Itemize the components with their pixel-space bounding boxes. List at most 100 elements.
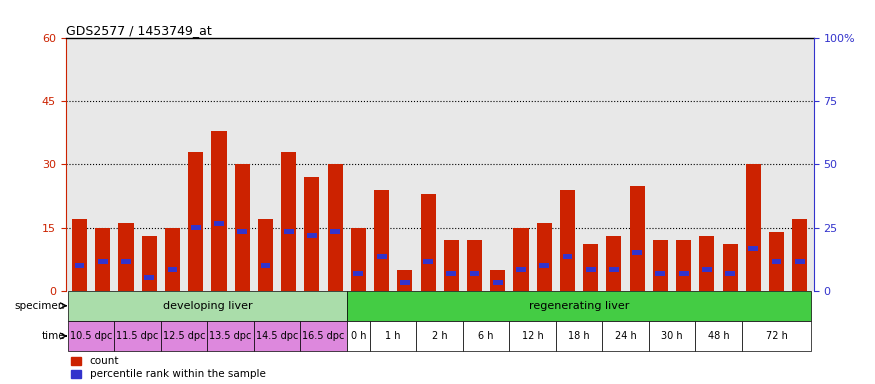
Bar — [144, 275, 154, 280]
Bar — [655, 271, 665, 276]
Text: 18 h: 18 h — [568, 331, 590, 341]
Bar — [725, 271, 735, 276]
Bar — [142, 236, 157, 291]
Text: 2 h: 2 h — [432, 331, 447, 341]
Bar — [444, 240, 458, 291]
Bar — [792, 219, 808, 291]
Bar — [307, 233, 317, 238]
Bar — [354, 271, 363, 276]
Bar — [648, 321, 696, 351]
Bar — [446, 271, 456, 276]
Bar — [794, 259, 805, 264]
Bar — [702, 267, 711, 272]
Bar — [742, 321, 811, 351]
Bar — [606, 236, 621, 291]
Bar — [556, 321, 602, 351]
Bar — [121, 259, 131, 264]
Bar — [330, 229, 340, 234]
Text: 13.5 dpc: 13.5 dpc — [209, 331, 252, 341]
Bar — [351, 228, 366, 291]
Text: 12.5 dpc: 12.5 dpc — [163, 331, 206, 341]
Text: 16.5 dpc: 16.5 dpc — [303, 331, 345, 341]
Text: 48 h: 48 h — [708, 331, 729, 341]
Bar — [748, 246, 759, 251]
Bar — [653, 240, 668, 291]
Text: 30 h: 30 h — [662, 331, 682, 341]
Bar — [370, 321, 416, 351]
Bar — [630, 185, 645, 291]
Bar — [676, 240, 691, 291]
Bar — [609, 267, 619, 272]
Bar — [679, 271, 689, 276]
Bar — [723, 244, 738, 291]
Bar — [416, 321, 463, 351]
Bar — [72, 219, 88, 291]
Bar — [509, 321, 556, 351]
Text: 14.5 dpc: 14.5 dpc — [255, 331, 298, 341]
Bar — [346, 291, 811, 321]
Bar — [493, 280, 502, 285]
Bar — [699, 236, 714, 291]
Text: 6 h: 6 h — [479, 331, 494, 341]
Bar — [514, 228, 528, 291]
Bar — [377, 255, 387, 260]
Bar — [374, 190, 389, 291]
Text: developing liver: developing liver — [163, 301, 252, 311]
Bar — [585, 267, 596, 272]
Text: time: time — [41, 331, 65, 341]
Bar — [772, 259, 781, 264]
Legend: count, percentile rank within the sample: count, percentile rank within the sample — [71, 356, 265, 379]
Text: 1 h: 1 h — [386, 331, 401, 341]
Bar — [261, 263, 270, 268]
Bar — [68, 291, 346, 321]
Bar — [95, 228, 110, 291]
Bar — [633, 250, 642, 255]
Bar — [583, 244, 598, 291]
Text: 12 h: 12 h — [522, 331, 543, 341]
Bar — [397, 270, 412, 291]
Bar — [115, 321, 161, 351]
Bar — [696, 321, 742, 351]
Bar — [161, 321, 207, 351]
Bar — [234, 164, 249, 291]
Bar — [212, 131, 227, 291]
Bar — [602, 321, 648, 351]
Bar — [300, 321, 346, 351]
Text: specimen: specimen — [15, 301, 65, 311]
Bar — [470, 271, 480, 276]
Text: GDS2577 / 1453749_at: GDS2577 / 1453749_at — [66, 24, 212, 37]
Bar — [258, 219, 273, 291]
Bar — [304, 177, 319, 291]
Text: 11.5 dpc: 11.5 dpc — [116, 331, 159, 341]
Bar — [98, 259, 108, 264]
Text: 24 h: 24 h — [614, 331, 636, 341]
Bar — [346, 321, 370, 351]
Bar — [516, 267, 526, 272]
Bar — [168, 267, 178, 272]
Bar — [424, 259, 433, 264]
Bar — [281, 152, 297, 291]
Bar — [463, 321, 509, 351]
Bar — [746, 164, 761, 291]
Text: 0 h: 0 h — [351, 331, 366, 341]
Bar — [188, 152, 203, 291]
Bar — [539, 263, 550, 268]
Bar — [327, 164, 343, 291]
Text: regenerating liver: regenerating liver — [528, 301, 629, 311]
Bar — [560, 190, 575, 291]
Bar — [74, 263, 85, 268]
Bar — [769, 232, 784, 291]
Bar — [118, 223, 134, 291]
Bar — [490, 270, 506, 291]
Bar — [165, 228, 180, 291]
Bar — [191, 225, 200, 230]
Bar — [68, 321, 115, 351]
Bar — [284, 229, 294, 234]
Bar — [563, 255, 572, 260]
Bar — [214, 221, 224, 226]
Bar — [207, 321, 254, 351]
Bar — [536, 223, 552, 291]
Text: 72 h: 72 h — [766, 331, 788, 341]
Text: 10.5 dpc: 10.5 dpc — [70, 331, 112, 341]
Bar — [237, 229, 247, 234]
